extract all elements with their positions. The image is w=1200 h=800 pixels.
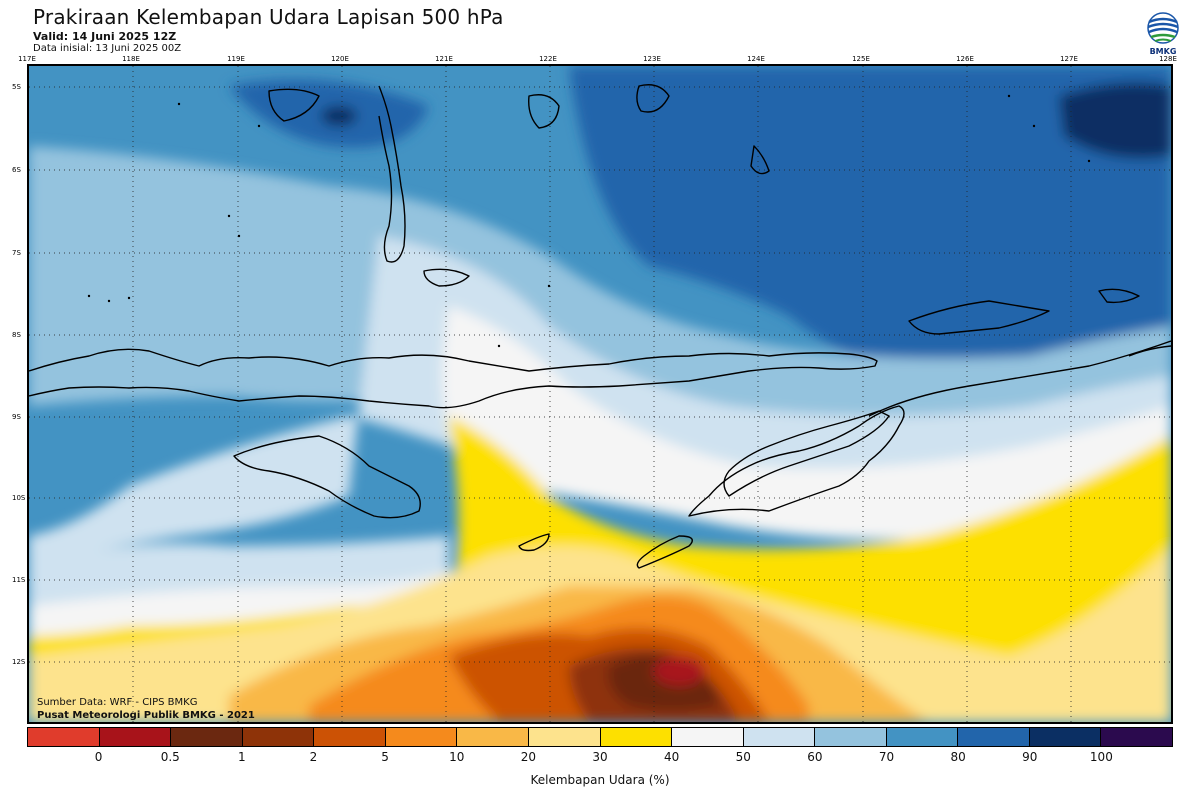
colorbar-tick-label: 90 bbox=[1022, 750, 1038, 764]
colorbar-tick-label: 10 bbox=[449, 750, 465, 764]
lon-label-126e: 126E bbox=[956, 55, 974, 63]
lon-label-121e: 121E bbox=[435, 55, 453, 63]
bmkg-logo: BMKG bbox=[1143, 10, 1183, 58]
colorbar-tick-label: 0 bbox=[94, 750, 103, 764]
lon-label-124e: 124E bbox=[747, 55, 765, 63]
lon-label-119e: 119E bbox=[227, 55, 245, 63]
lon-label-117e: 117E bbox=[18, 55, 36, 63]
lon-label-123e: 123E bbox=[643, 55, 661, 63]
lat-label-7s: 7S bbox=[12, 249, 21, 257]
colorbar-tick-label: 50 bbox=[735, 750, 751, 764]
bmkg-logo-text: BMKG bbox=[1149, 47, 1177, 56]
colorbar-tick-label: 2 bbox=[309, 750, 318, 764]
colorbar-tick-label: 1 bbox=[238, 750, 246, 764]
colorbar-tick-label: 70 bbox=[878, 750, 895, 764]
lat-label-8s: 8S bbox=[12, 331, 21, 339]
colorbar-tick-label: 80 bbox=[950, 750, 966, 764]
colorbar-cell-2 bbox=[171, 728, 243, 746]
colorbar-ticks: 0 0.5 1 2 5 10 20 30 40 50 60 70 80 90 100 bbox=[27, 750, 1173, 764]
lat-label-9s: 9S bbox=[12, 413, 21, 421]
colorbar-tick-label: 30 bbox=[592, 750, 608, 764]
colorbar-tick-label: 100 bbox=[1089, 750, 1113, 764]
colorbar-cell-5 bbox=[385, 728, 458, 746]
humidity-field bbox=[29, 66, 1171, 722]
colorbar-cell-3 bbox=[242, 728, 315, 746]
colorbar-tick-label: 20 bbox=[520, 750, 537, 764]
lat-label-5s: 5S bbox=[12, 83, 21, 91]
lon-label-122e: 122E bbox=[539, 55, 557, 63]
humidity-map bbox=[27, 64, 1173, 724]
data-source: Sumber Data: WRF - CIPS BMKG bbox=[37, 697, 198, 708]
colorbar-cell-1 bbox=[99, 728, 172, 746]
init-time: Data inisial: 13 Juni 2025 00Z bbox=[33, 43, 182, 54]
colorbar-cell-7 bbox=[528, 728, 601, 746]
colorbar-cell-0 bbox=[28, 728, 100, 746]
colorbar-cell-13 bbox=[958, 728, 1030, 746]
colorbar-tick-label: 0.5 bbox=[160, 750, 180, 764]
lon-label-120e: 120E bbox=[331, 55, 349, 63]
colorbar-cell-8 bbox=[600, 728, 673, 746]
lon-label-127e: 127E bbox=[1060, 55, 1078, 63]
colorbar-tick-label: 40 bbox=[663, 750, 680, 764]
lon-label-128e: 128E bbox=[1159, 55, 1177, 63]
credit-org: Pusat Meteorologi Publik BMKG - 2021 bbox=[37, 710, 255, 721]
valid-time: Valid: 14 Juni 2025 12Z bbox=[33, 30, 177, 43]
lat-label-6s: 6S bbox=[12, 166, 21, 174]
colorbar-cell-11 bbox=[815, 728, 887, 746]
colorbar-tick-label: 60 bbox=[807, 750, 823, 764]
lon-label-118e: 118E bbox=[122, 55, 140, 63]
colorbar-cell-15 bbox=[1101, 728, 1172, 746]
colorbar-cell-6 bbox=[457, 728, 529, 746]
colorbar-cell-12 bbox=[886, 728, 959, 746]
lat-label-10s: 10S bbox=[12, 494, 26, 502]
lon-label-125e: 125E bbox=[852, 55, 870, 63]
colorbar bbox=[27, 727, 1173, 747]
lat-label-11s: 11S bbox=[12, 576, 26, 584]
colorbar-cell-4 bbox=[314, 728, 386, 746]
map-title: Prakiraan Kelembapan Udara Lapisan 500 h… bbox=[33, 5, 504, 29]
colorbar-cell-14 bbox=[1029, 728, 1102, 746]
colorbar-label: Kelembapan Udara (%) bbox=[530, 773, 670, 787]
lat-label-12s: 12S bbox=[12, 658, 26, 666]
colorbar-cell-10 bbox=[743, 728, 816, 746]
colorbar-cell-9 bbox=[672, 728, 744, 746]
colorbar-tick-label: 5 bbox=[381, 750, 389, 764]
